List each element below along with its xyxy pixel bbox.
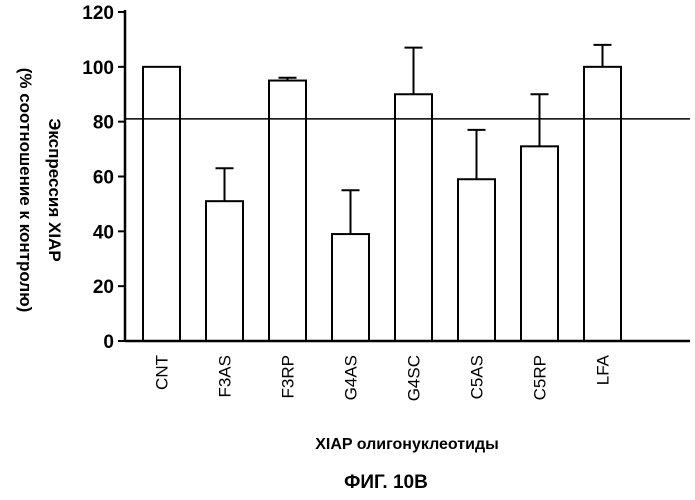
bar-C5AS <box>458 179 495 341</box>
category-label-LFA: LFA <box>594 354 613 385</box>
y-tick-label-20: 20 <box>93 277 114 298</box>
x-axis-label: XIAP олигонуклеотиды <box>315 436 499 453</box>
category-label-F3AS: F3AS <box>216 355 235 398</box>
category-label-G4AS: G4AS <box>342 355 361 400</box>
figure-caption: ФИГ. 10B <box>344 472 428 493</box>
y-tick-label-100: 100 <box>82 58 114 79</box>
category-label-F3RP: F3RP <box>279 355 298 398</box>
y-tick-label-120: 120 <box>82 3 114 24</box>
bar-G4SC <box>395 94 432 341</box>
category-label-G4SC: G4SC <box>405 355 424 401</box>
plot-area: CNT F3AS F3RP G4AS G4SC C5AS C5RP LFA 0 20 40 60 80 1… <box>82 3 690 401</box>
y-axis-label-line2: (% соотношение к контролю) <box>16 68 35 313</box>
bar-CNT <box>143 67 180 341</box>
y-tick-label-80: 80 <box>93 113 114 134</box>
category-label-C5RP: C5RP <box>531 355 550 400</box>
bar-C5RP <box>521 146 558 341</box>
bar-LFA <box>584 67 621 341</box>
y-tick-label-60: 60 <box>93 168 114 189</box>
bar-F3AS <box>206 201 243 341</box>
bar-G4AS <box>332 234 369 341</box>
y-axis-label-line1: Экспрессия XIAP <box>45 118 64 261</box>
y-tick-label-0: 0 <box>103 332 114 353</box>
category-label-CNT: CNT <box>153 355 172 390</box>
y-tick-label-40: 40 <box>93 222 114 243</box>
category-label-C5AS: C5AS <box>468 355 487 399</box>
